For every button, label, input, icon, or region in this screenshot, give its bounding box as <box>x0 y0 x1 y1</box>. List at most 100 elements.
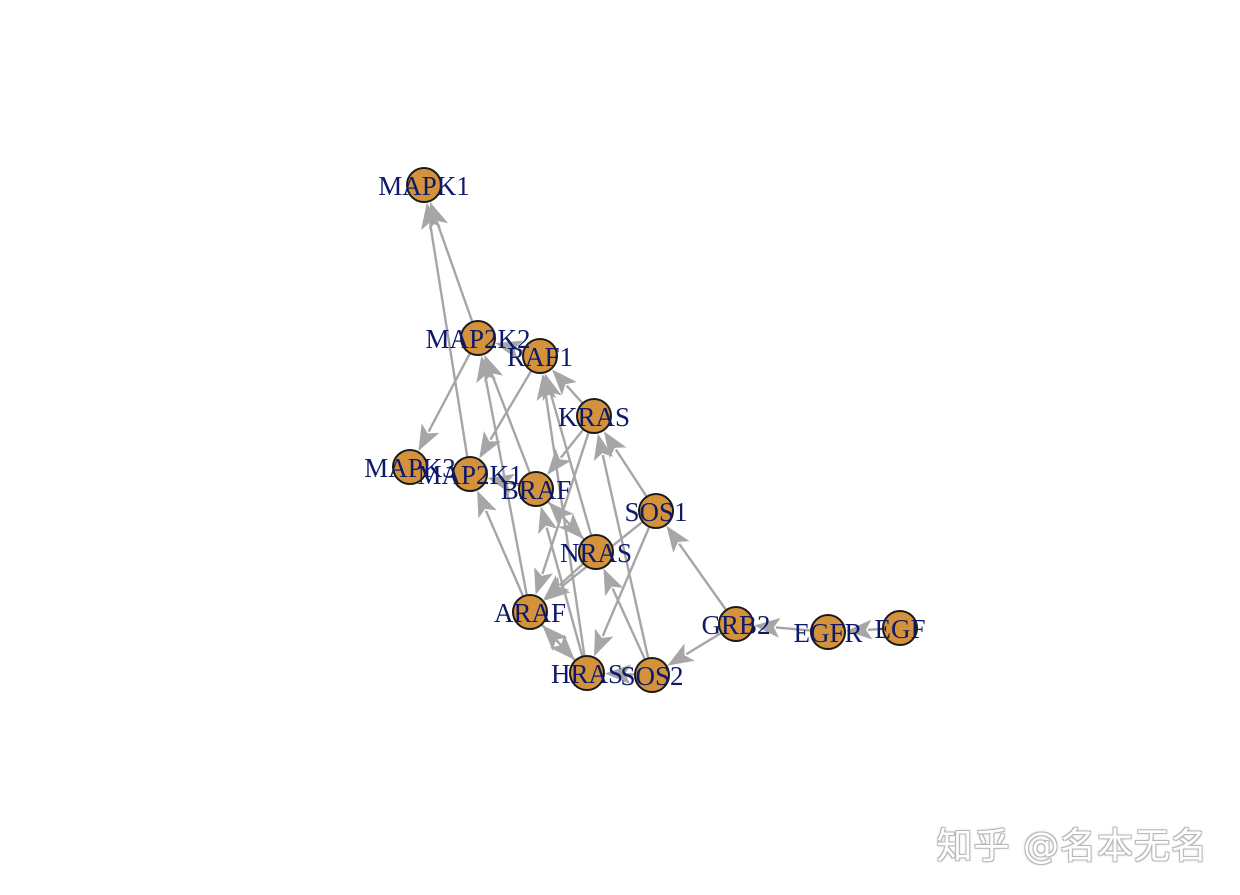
arrow-head-icon <box>543 575 570 600</box>
edge-line <box>611 587 647 661</box>
edge-sos1-to-hras <box>594 526 651 657</box>
edge-map2k2-to-mapk1 <box>429 201 474 323</box>
arrow-head-icon <box>538 506 558 535</box>
edge-line <box>508 481 520 487</box>
node-label-egfr: EGFR <box>793 618 862 648</box>
edge-braf-to-nras <box>546 500 584 539</box>
edge-line <box>484 377 529 596</box>
edge-line <box>549 394 593 536</box>
edge-sos2-to-hras <box>604 664 636 685</box>
node-raf1[interactable] <box>522 338 558 374</box>
edge-line <box>489 370 533 441</box>
edge-line <box>491 374 532 474</box>
edge-sos2-to-kras <box>593 433 650 659</box>
node-label-sos1: SOS1 <box>624 497 687 527</box>
watermark: 知乎 @名本无名 <box>936 826 1208 867</box>
arrow-head-icon <box>477 490 497 519</box>
node-label-mapk1: MAPK1 <box>378 171 470 201</box>
node-label-nras: NRAS <box>560 538 632 568</box>
arrow-head-icon <box>549 634 575 660</box>
edge-egfr-to-grb2 <box>753 617 812 638</box>
edge-araf-to-hras <box>540 623 575 660</box>
edge-line <box>541 431 590 575</box>
node-braf[interactable] <box>518 471 554 507</box>
edge-line <box>546 500 570 524</box>
node-label-sos2: SOS2 <box>620 661 683 691</box>
node-kras[interactable] <box>576 398 612 434</box>
edge-line <box>601 526 651 637</box>
edge-grb2-to-sos1 <box>666 525 728 611</box>
edge-egf-to-egfr <box>845 619 884 640</box>
node-mapk1[interactable] <box>406 167 442 203</box>
edge-line <box>436 222 474 323</box>
arrow-head-icon <box>495 340 524 360</box>
edge-line <box>429 224 469 458</box>
edge-araf-to-map2k1 <box>477 490 525 597</box>
arrow-head-icon <box>594 628 614 657</box>
arrow-head-icon <box>753 617 781 638</box>
node-nras[interactable] <box>578 534 614 570</box>
edge-line <box>601 454 650 659</box>
node-label-map2k2: MAP2K2 <box>425 324 530 354</box>
edge-line <box>545 527 584 657</box>
edge-line <box>614 448 648 498</box>
arrow-head-icon <box>487 474 516 494</box>
edge-line <box>775 626 812 632</box>
arrow-head-icon <box>429 201 449 230</box>
edge-araf-to-map2k2 <box>476 355 529 596</box>
edge-raf1-to-map2k1 <box>479 370 533 459</box>
edge-line <box>484 510 525 597</box>
edges-layer <box>418 201 884 685</box>
node-label-mapk3: MAPK3 <box>364 453 456 483</box>
node-label-map2k1: MAP2K1 <box>417 460 522 490</box>
edge-line <box>565 384 584 405</box>
arrow-head-icon <box>666 525 690 553</box>
node-sos2[interactable] <box>634 657 670 693</box>
node-araf[interactable] <box>512 594 548 630</box>
arrow-head-icon <box>479 431 502 459</box>
arrow-head-icon <box>476 355 497 384</box>
node-label-kras: KRAS <box>558 402 630 432</box>
edge-map2k2-to-mapk3 <box>418 352 472 452</box>
node-sos1[interactable] <box>638 493 674 529</box>
edge-sos2-to-nras <box>603 568 647 661</box>
node-egf[interactable] <box>882 610 918 646</box>
arrow-head-icon <box>552 369 577 396</box>
arrow-head-icon <box>604 664 632 685</box>
edge-kras-to-raf1 <box>552 369 584 405</box>
edge-line <box>540 623 561 645</box>
arrow-head-icon <box>603 568 624 597</box>
node-grb2[interactable] <box>718 606 754 642</box>
node-map2k2[interactable] <box>460 320 496 356</box>
edge-kras-to-araf <box>534 431 590 595</box>
edge-kras-to-braf <box>547 428 585 475</box>
edge-hras-to-braf <box>538 506 584 657</box>
arrow-head-icon <box>534 567 554 595</box>
edge-line <box>678 542 728 611</box>
edge-line <box>559 428 585 459</box>
node-label-grb2: GRB2 <box>701 610 770 640</box>
edge-raf1-to-map2k2 <box>495 340 525 360</box>
arrow-head-icon <box>593 433 614 462</box>
edge-line <box>867 627 884 631</box>
edge-line <box>516 347 525 353</box>
edge-braf-to-map2k1 <box>487 474 520 494</box>
edge-line <box>427 352 472 433</box>
edge-line <box>685 631 723 656</box>
node-label-braf: BRAF <box>501 475 572 505</box>
node-hras[interactable] <box>569 655 605 691</box>
node-mapk3[interactable] <box>392 449 428 485</box>
arrow-head-icon <box>536 373 557 401</box>
arrow-head-icon <box>845 619 873 640</box>
node-map2k1[interactable] <box>452 456 488 492</box>
edge-grb2-to-sos2 <box>667 631 723 666</box>
arrow-head-icon <box>547 448 572 475</box>
node-egfr[interactable] <box>810 614 846 650</box>
arrow-head-icon <box>558 513 584 539</box>
arrow-head-icon <box>667 643 695 666</box>
node-label-hras: HRAS <box>551 659 623 689</box>
node-label-raf1: RAF1 <box>507 342 573 372</box>
